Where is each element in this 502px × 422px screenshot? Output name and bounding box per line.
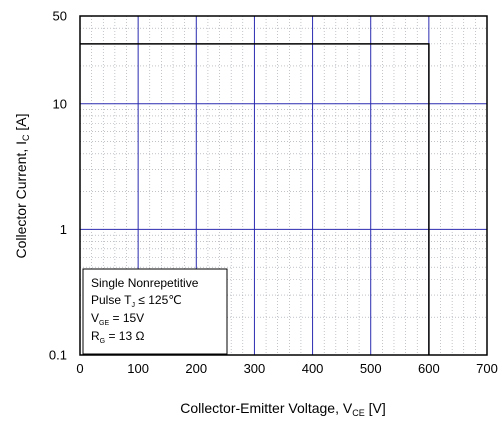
y-tick-label: 1	[60, 222, 67, 237]
y-axis-title-unit: [A]	[13, 114, 29, 135]
y-axis-title-main: Collector Current, I	[13, 141, 29, 258]
x-tick-label: 400	[302, 361, 324, 376]
y-tick-labels: 0.1 1 10 50	[49, 9, 67, 363]
x-tick-label: 200	[185, 361, 207, 376]
y-tick-label: 10	[53, 96, 67, 111]
x-tick-label: 100	[127, 361, 149, 376]
x-axis-title-sub: CE	[352, 408, 365, 418]
annotation-line-4: RG = 13 Ω	[91, 329, 144, 345]
x-tick-label: 700	[476, 361, 498, 376]
x-tick-label: 300	[244, 361, 266, 376]
y-axis-title: Collector Current, IC [A]	[13, 114, 31, 259]
annotation-line-3: VGE = 15V	[91, 311, 144, 327]
minor-grid	[80, 16, 487, 355]
y-axis-title-sub: C	[21, 134, 31, 141]
annotation-line-2: Pulse TJ ≤ 125℃	[91, 293, 182, 309]
conditions-annotation: Single Nonrepetitive Pulse TJ ≤ 125℃ VGE…	[82, 268, 228, 355]
x-axis-title: Collector-Emitter Voltage, VCE [V]	[180, 400, 386, 418]
plot-frame	[79, 15, 488, 356]
x-tick-label: 600	[418, 361, 440, 376]
x-axis-title-main: Collector-Emitter Voltage, V	[180, 400, 353, 416]
x-tick-labels: 0 100 200 300 400 500 600 700	[76, 361, 497, 376]
y-tick-label: 0.1	[49, 348, 67, 363]
annotation-line-1: Single Nonrepetitive	[91, 276, 199, 290]
y-tick-label: 50	[53, 9, 67, 24]
safe-operating-area-line	[80, 43, 430, 355]
x-tick-label: 500	[360, 361, 382, 376]
x-tick-label: 0	[76, 361, 83, 376]
x-axis-title-unit: [V]	[365, 400, 386, 416]
